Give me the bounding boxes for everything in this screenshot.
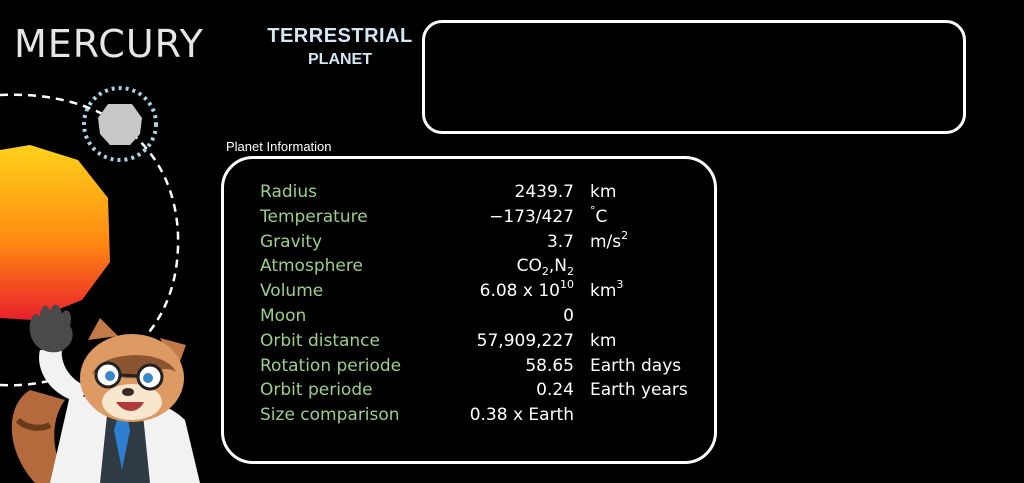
value-exponent: 10	[560, 278, 574, 292]
solar-illustration	[0, 86, 200, 483]
sun-icon	[0, 145, 110, 320]
value-text: 6.08 x 10	[479, 281, 560, 302]
planet-category: TERRESTRIAL PLANET	[262, 24, 418, 72]
row-label: Gravity	[260, 231, 323, 252]
row-value: 2439.7	[514, 182, 574, 202]
row-unit: Earth years	[590, 380, 688, 401]
row-label: Volume	[260, 281, 324, 302]
row-unit: km	[590, 182, 617, 202]
row-label: Orbit distance	[260, 330, 380, 351]
unit-text: km	[590, 281, 617, 302]
info-section-label: Planet Information	[226, 139, 332, 154]
info-row-temperature: Temperature −173/427 °C	[260, 205, 720, 230]
row-unit: km	[590, 330, 617, 351]
row-value: 0	[563, 305, 574, 326]
info-row-size-comparison: Size comparison 0.38 x Earth	[260, 403, 720, 428]
formula-part: CO	[516, 256, 542, 277]
unit-exponent: 3	[616, 278, 624, 292]
info-row-moon: Moon 0	[260, 304, 720, 329]
info-row-rotation-period: Rotation periode 58.65 Earth days	[260, 354, 720, 379]
info-row-orbit-distance: Orbit distance 57,909,227 km	[260, 329, 720, 354]
row-unit: m/s2	[590, 230, 628, 255]
unit-text: C	[595, 206, 608, 227]
raccoon-scientist-mascot	[11, 304, 200, 483]
row-value: 3.7	[546, 231, 574, 252]
mercury-planet-icon	[82, 86, 158, 162]
row-label: Size comparison	[260, 405, 400, 426]
row-value: 0.38 x Earth	[469, 405, 574, 426]
info-row-volume: Volume 6.08 x 1010 km3	[260, 279, 720, 304]
row-label: Temperature	[260, 206, 368, 227]
info-row-orbit-period: Orbit periode 0.24 Earth years	[260, 378, 720, 403]
row-unit: °C	[590, 205, 607, 230]
formula-part: ,N	[548, 256, 567, 277]
row-label: Rotation periode	[260, 355, 402, 376]
unit-text: m/s	[590, 231, 622, 252]
formula-subscript: 2	[567, 265, 574, 279]
category-line2: PLANET	[308, 51, 372, 68]
description-box	[422, 20, 966, 134]
category-line1: TERRESTRIAL	[267, 25, 413, 47]
unit-exponent: 2	[621, 228, 629, 242]
planet-name: MERCURY	[14, 22, 204, 66]
row-value: 57,909,227	[476, 330, 574, 351]
row-value: 0.24	[536, 380, 574, 401]
row-unit: Earth days	[590, 355, 682, 376]
info-row-radius: Radius 2439.7 km	[260, 180, 720, 205]
row-value: CO2,N2	[517, 254, 574, 279]
row-value: 6.08 x 1010	[480, 279, 574, 304]
row-unit: km3	[590, 279, 623, 304]
row-label: Atmosphere	[260, 256, 363, 277]
row-label: Orbit periode	[260, 380, 373, 401]
info-panel	[221, 156, 717, 464]
row-value: 58.65	[525, 355, 574, 376]
orbit-path	[0, 93, 180, 387]
row-label: Moon	[260, 305, 307, 326]
info-row-atmosphere: Atmosphere CO2,N2	[260, 254, 720, 279]
info-row-gravity: Gravity 3.7 m/s2	[260, 230, 720, 255]
row-label: Radius	[260, 182, 318, 202]
row-value: −173/427	[489, 206, 574, 227]
degree-sign: °	[590, 203, 596, 217]
formula-subscript: 2	[541, 265, 549, 279]
info-rows: Radius 2439.7 km Temperature −173/427 °C…	[260, 180, 720, 428]
